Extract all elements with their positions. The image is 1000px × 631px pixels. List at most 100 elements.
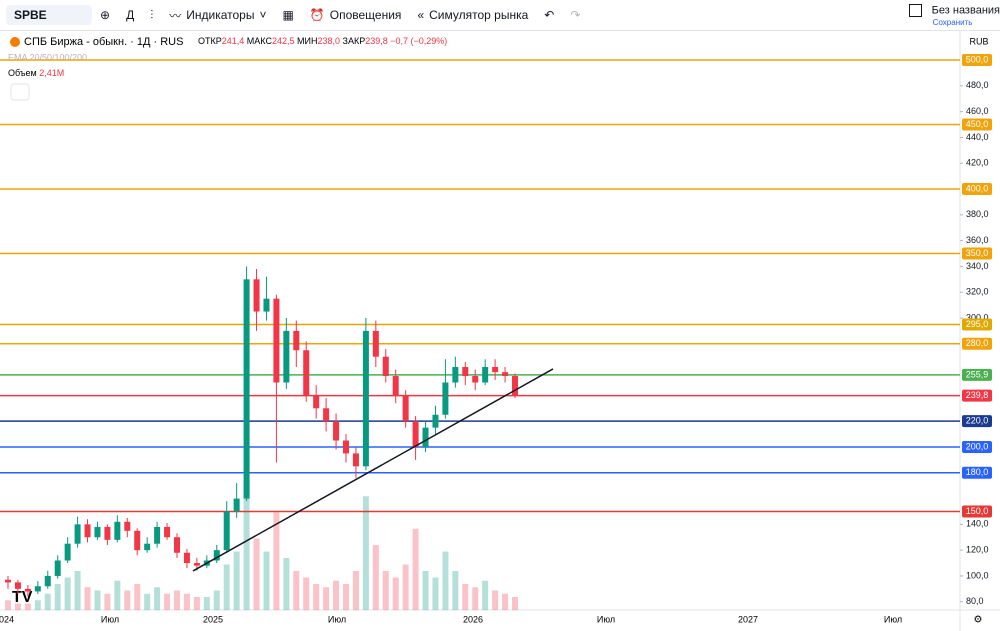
candle-body [24,588,31,592]
volume-bar [492,590,499,610]
candle-body [54,560,61,576]
x-tick-label: 2024 [0,614,14,624]
undo[interactable]: ↶ [544,8,555,22]
add-symbol[interactable]: ⊕ [100,8,111,22]
volume-bar [452,571,459,610]
templates[interactable]: ▦ [282,8,294,22]
replay[interactable]: « Симулятор рынка [409,0,536,30]
candle-body [124,521,131,531]
icon: 〰 [169,8,182,23]
chart-type[interactable]: ⫶ [150,7,154,22]
volume-bar [432,577,439,610]
collapse-button[interactable] [10,83,30,101]
volume-bar [253,538,260,610]
level-label-bg [962,318,992,331]
redo[interactable]: ↷ [570,8,581,22]
interval[interactable]: Д [126,8,135,22]
indicators-label: Индикаторы [186,8,255,22]
label: МАКС [247,36,273,46]
candle-body [303,350,310,396]
volume-bar [154,587,161,610]
x-tick-label: Июл [328,614,346,624]
level-label: 350,0 [966,248,989,258]
level-label-bg [962,415,992,428]
alerts[interactable]: ⏰ Оповещения [302,0,410,30]
y-tick-label: 360,0 [966,235,989,245]
level-label: 450,0 [966,119,989,129]
level-label-bg [962,118,992,131]
checkbox[interactable] [908,4,922,17]
legend-values: ОТКР241,4 МАКС242,5 МИН238,0 ЗАКР239,8 −… [198,36,447,46]
candle-body [44,575,51,587]
legend-title: СПБ Биржа - обыкн. · 1Д · RUS [24,36,183,48]
volume-bar [462,584,469,610]
value: 239,8 [365,36,388,46]
y-tick-label: 300,0 [966,312,989,322]
volume-bar [442,551,449,610]
volume-bar [164,593,171,610]
volume-bar [44,593,51,610]
candle-body [64,543,71,561]
layout-name: Без названия [931,4,1000,17]
candle-body [164,526,171,538]
y-tick-label: 80,0 [966,596,984,606]
symbol-search[interactable]: SPBE [6,5,92,25]
candle-body [144,543,151,551]
y-tick-label: 480,0 [966,80,989,90]
candle-body [333,421,340,441]
level-label: 255,9 [966,369,989,379]
candle-body [174,537,180,553]
volume-bar [114,580,121,610]
x-tick-label: Июл [597,614,615,624]
volume-bar [352,571,359,610]
candle-body [94,526,101,538]
y-tick-label: 340,0 [966,261,989,271]
volume-bar [183,593,190,610]
level-label-bg [962,505,992,518]
volume-bar [94,590,101,610]
candle-body [323,408,330,422]
candle-body [84,524,91,538]
volume-bar [203,597,210,610]
chart: СПБ Биржа - обыкн. · 1Д · RUS ОТКР241,4 … [0,31,1000,631]
settings[interactable]: ⚙ [974,615,983,626]
volume-bar [213,590,220,610]
level-label-bg [962,368,992,381]
volume-bar [472,587,479,610]
layout[interactable]: Без названия Сохранить [908,4,1000,28]
candle-body [412,421,419,447]
save[interactable]: Сохранить [932,18,973,27]
symbol-logo [10,37,20,47]
candle-body [74,524,81,544]
candle-body [402,395,409,422]
volume-bar [84,587,91,610]
candle-body [154,526,161,544]
volume-bar [193,597,200,610]
level-label: 400,0 [966,183,989,193]
candle-body [422,427,429,447]
level-label: 295,0 [966,319,989,329]
volume-bar [223,564,230,610]
volume-bar [392,577,399,610]
candle-body [492,367,499,373]
volume-bar [512,597,518,610]
change: −0,7 (−0,29%) [390,36,447,46]
candle-body [283,330,290,383]
toolbar: SPBE ⊕ Д ⫶ 〰 Индикаторы ˅ ▦ ⏰ Оповещения «… [0,0,1000,31]
level-label-bg [962,466,992,479]
level-label: 180,0 [966,467,989,477]
volume-bar [104,593,111,610]
currency[interactable]: RUB [969,36,988,46]
candle-body [5,579,11,583]
level-label: 239,8 [966,390,989,400]
volume-bar [34,600,41,610]
indicators[interactable]: 〰 Индикаторы ˅ [169,8,267,23]
candle-body [502,372,509,377]
label: ЗАКР [343,36,366,46]
candle-body [14,582,21,589]
volume-bar [372,545,379,610]
level-label-bg [962,247,992,260]
candle-body [243,279,250,499]
volume-bar [54,584,61,610]
